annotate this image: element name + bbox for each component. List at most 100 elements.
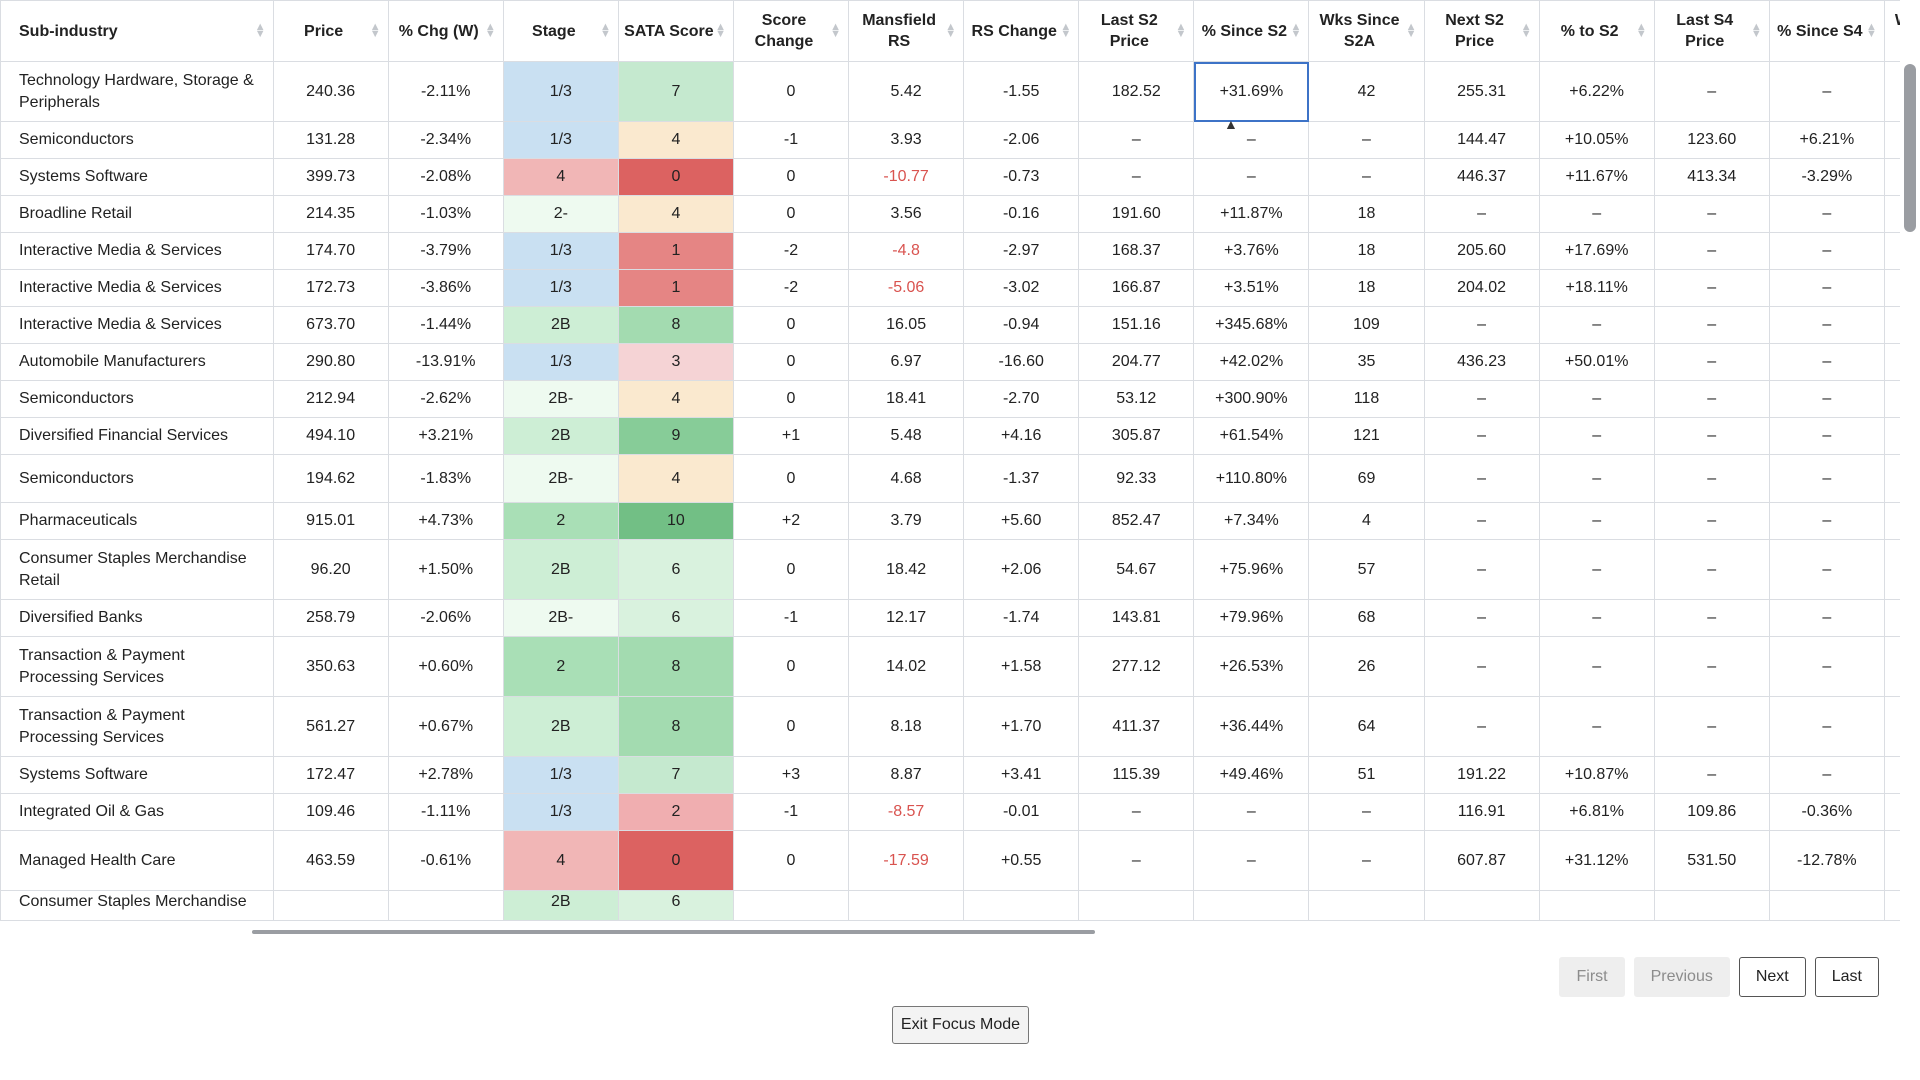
pct-change-cell[interactable]: -3.86% xyxy=(387,269,504,307)
pct-to-s2-cell[interactable]: – xyxy=(1538,636,1655,697)
last-s2-price-cell[interactable]: 92.33 xyxy=(1078,454,1195,503)
price-cell[interactable]: 463.59 xyxy=(272,830,389,891)
pct-change-cell[interactable]: +0.67% xyxy=(387,696,504,757)
table-row[interactable]: Interactive Media & Services 174.70 -3.79%… xyxy=(0,232,1900,270)
score-change-cell[interactable]: 0 xyxy=(732,306,850,344)
pct-change-cell[interactable]: +0.60% xyxy=(387,636,504,697)
vertical-scroll-track[interactable] xyxy=(1900,0,1920,932)
sata-score-cell[interactable]: 4 xyxy=(617,195,734,233)
table-row[interactable]: Technology Hardware, Storage & Periphera… xyxy=(0,61,1900,122)
stage-cell[interactable]: 2 xyxy=(502,502,619,540)
sata-score-cell[interactable]: 2 xyxy=(617,793,734,831)
mansfield-rs-cell[interactable]: 3.93 xyxy=(848,121,965,159)
sub-industry-cell[interactable]: Systems Software xyxy=(0,158,274,196)
price-cell[interactable]: 258.79 xyxy=(272,599,389,637)
rs-change-cell[interactable]: +1.58 xyxy=(963,636,1080,697)
table-row[interactable]: Systems Software 399.73 -2.08% 4 0 0 -10.77 -0.… xyxy=(0,158,1900,196)
wks-since-s4-cell[interactable] xyxy=(1883,636,1900,697)
sata-score-cell[interactable]: 3 xyxy=(617,343,734,381)
pct-change-cell[interactable] xyxy=(387,890,504,921)
mansfield-rs-cell[interactable]: 14.02 xyxy=(848,636,965,697)
sort-updown-icon[interactable]: ▲ ▼ xyxy=(715,21,726,40)
sata-score-cell[interactable]: 0 xyxy=(617,830,734,891)
pct-change-cell[interactable]: -1.03% xyxy=(387,195,504,233)
column-header[interactable]: % Chg (W) ▲ ▼ xyxy=(387,0,504,62)
pct-since-s4-cell[interactable]: – xyxy=(1768,232,1885,270)
sort-updown-icon[interactable]: ▲ ▼ xyxy=(1175,21,1187,40)
wks-since-s2a-cell[interactable]: 42 xyxy=(1308,61,1425,122)
pct-since-s4-cell[interactable]: -0.36% xyxy=(1768,793,1885,831)
score-change-cell[interactable]: 0 xyxy=(732,539,850,600)
pct-to-s2-cell[interactable]: +10.05% xyxy=(1538,121,1655,159)
last-s4-price-cell[interactable]: 531.50 xyxy=(1653,830,1770,891)
column-header[interactable]: % Since S2 ▲ ▼ xyxy=(1193,0,1310,62)
rs-change-cell[interactable]: -0.01 xyxy=(963,793,1080,831)
wks-since-s2a-cell[interactable]: 18 xyxy=(1308,195,1425,233)
score-change-cell[interactable]: +1 xyxy=(732,417,850,455)
sata-score-cell[interactable]: 6 xyxy=(617,890,734,921)
next-s2-price-cell[interactable]: – xyxy=(1423,380,1540,418)
pct-since-s2-cell[interactable]: – xyxy=(1193,158,1310,196)
pct-change-cell[interactable]: -3.79% xyxy=(387,232,504,270)
price-cell[interactable]: 96.20 xyxy=(272,539,389,600)
table-row[interactable]: Systems Software 172.47 +2.78% 1/3 7 +3 8.87 +3… xyxy=(0,756,1900,794)
mansfield-rs-cell[interactable]: -4.8 xyxy=(848,232,965,270)
table-row[interactable]: Semiconductors 194.62 -1.83% 2B- 4 0 4.68 -1.37… xyxy=(0,454,1900,503)
next-s2-price-cell[interactable]: – xyxy=(1423,502,1540,540)
score-change-cell[interactable]: 0 xyxy=(732,380,850,418)
stage-cell[interactable]: 2- xyxy=(502,195,619,233)
pct-since-s4-cell[interactable]: – xyxy=(1768,539,1885,600)
last-s4-price-cell[interactable]: – xyxy=(1653,636,1770,697)
last-s4-price-cell[interactable]: – xyxy=(1653,454,1770,503)
table-row[interactable]: Transaction & Payment Processing Service… xyxy=(0,636,1900,697)
column-header[interactable]: Mansfield RS ▲ ▼ xyxy=(848,0,965,62)
sub-industry-cell[interactable]: Consumer Staples Merchandise xyxy=(0,890,274,921)
sort-updown-icon[interactable]: ▲ ▼ xyxy=(1520,21,1532,40)
last-s4-price-cell[interactable]: – xyxy=(1653,539,1770,600)
rs-change-cell[interactable]: +0.55 xyxy=(963,830,1080,891)
next-s2-price-cell[interactable]: 255.31 xyxy=(1423,61,1540,122)
mansfield-rs-cell[interactable]: -17.59 xyxy=(848,830,965,891)
mansfield-rs-cell[interactable]: 8.18 xyxy=(848,696,965,757)
pct-since-s2-cell[interactable]: +42.02% xyxy=(1193,343,1310,381)
pct-since-s2-cell[interactable]: +3.76% xyxy=(1193,232,1310,270)
next-s2-price-cell[interactable]: – xyxy=(1423,417,1540,455)
last-s2-price-cell[interactable]: – xyxy=(1078,121,1195,159)
wks-since-s4-cell[interactable] xyxy=(1883,793,1900,831)
sub-industry-cell[interactable]: Diversified Financial Services xyxy=(0,417,274,455)
wks-since-s4-cell[interactable] xyxy=(1883,696,1900,757)
pct-to-s2-cell[interactable]: – xyxy=(1538,539,1655,600)
wks-since-s2a-cell[interactable]: 35 xyxy=(1308,343,1425,381)
table-row[interactable]: Diversified Financial Services 494.10 +3.2… xyxy=(0,417,1900,455)
sata-score-cell[interactable]: 4 xyxy=(617,454,734,503)
wks-since-s4-cell[interactable] xyxy=(1883,343,1900,381)
wks-since-s2a-cell[interactable]: – xyxy=(1308,793,1425,831)
pct-since-s2-cell[interactable] xyxy=(1193,890,1310,921)
pct-change-cell[interactable]: -1.83% xyxy=(387,454,504,503)
price-cell[interactable]: 915.01 xyxy=(272,502,389,540)
sort-updown-icon[interactable]: ▲ ▼ xyxy=(1405,21,1417,40)
wks-since-s2a-cell[interactable]: – xyxy=(1308,158,1425,196)
mansfield-rs-cell[interactable]: 18.41 xyxy=(848,380,965,418)
pct-since-s4-cell[interactable] xyxy=(1768,890,1885,921)
last-s2-price-cell[interactable]: – xyxy=(1078,793,1195,831)
stage-cell[interactable]: 1/3 xyxy=(502,232,619,270)
sort-updown-icon[interactable]: ▲ ▼ xyxy=(254,21,266,40)
rs-change-cell[interactable]: +4.16 xyxy=(963,417,1080,455)
score-change-cell[interactable]: -1 xyxy=(732,121,850,159)
pct-since-s4-cell[interactable]: – xyxy=(1768,195,1885,233)
wks-since-s4-cell[interactable] xyxy=(1883,195,1900,233)
pct-since-s2-cell[interactable]: +300.90% xyxy=(1193,380,1310,418)
pct-since-s4-cell[interactable]: -12.78% xyxy=(1768,830,1885,891)
table-row[interactable]: Broadline Retail 214.35 -1.03% 2- 4 0 3.56 -0.1… xyxy=(0,195,1900,233)
sub-industry-cell[interactable]: Systems Software xyxy=(0,756,274,794)
column-header[interactable]: RS Change ▲ ▼ xyxy=(963,0,1080,62)
pct-to-s2-cell[interactable]: +10.87% xyxy=(1538,756,1655,794)
wks-since-s2a-cell[interactable]: – xyxy=(1308,121,1425,159)
table-row[interactable]: Interactive Media & Services 172.73 -3.86%… xyxy=(0,269,1900,307)
last-s4-price-cell[interactable]: – xyxy=(1653,61,1770,122)
last-s4-price-cell[interactable]: – xyxy=(1653,599,1770,637)
pct-to-s2-cell[interactable]: – xyxy=(1538,306,1655,344)
wks-since-s4-cell[interactable] xyxy=(1883,121,1900,159)
score-change-cell[interactable]: 0 xyxy=(732,454,850,503)
